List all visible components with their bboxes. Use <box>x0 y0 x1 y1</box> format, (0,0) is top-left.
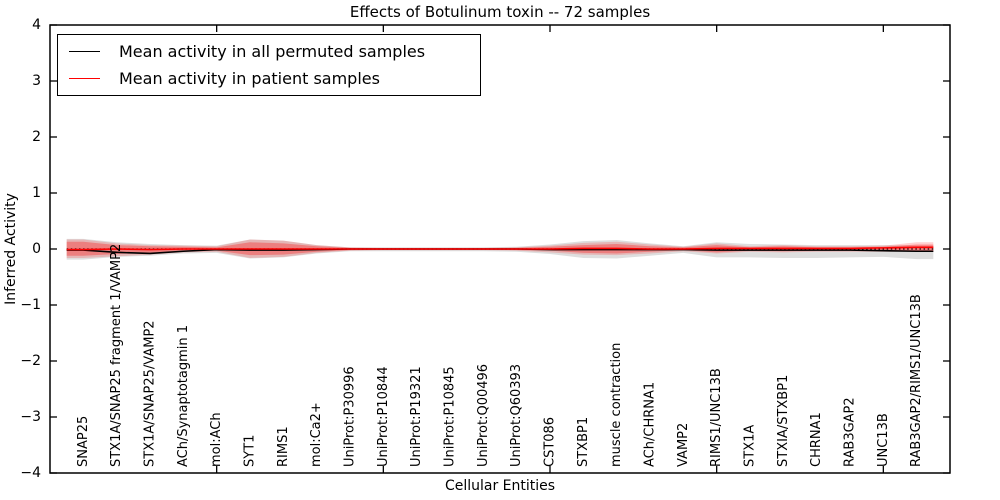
x-tick-label: SYT1 <box>243 435 258 467</box>
x-tick-label: mol:ACh <box>209 412 224 467</box>
legend-line-sample-black <box>69 51 100 52</box>
x-tick-label: UniProt:P19321 <box>409 366 424 467</box>
x-tick-label: UniProt:P10845 <box>443 366 458 467</box>
y-tick-label: 4 <box>32 17 41 33</box>
legend-item-permuted: Mean activity in all permuted samples <box>58 39 480 65</box>
x-tick-label: SNAP25 <box>76 416 91 467</box>
legend-item-patient: Mean activity in patient samples <box>58 66 480 92</box>
x-tick-label: UniProt:P10844 <box>376 366 391 467</box>
x-axis-label: Cellular Entities <box>444 478 556 494</box>
chart-title: Effects of Botulinum toxin -- 72 samples <box>349 3 651 21</box>
legend-line-sample-red <box>69 78 100 79</box>
legend-label-patient: Mean activity in patient samples <box>119 69 380 88</box>
y-axis-label: Inferred Activity <box>3 193 19 305</box>
x-tick-label: STXBP1 <box>576 417 591 467</box>
x-tick-label: UNC13B <box>876 413 891 467</box>
series-line-1 <box>66 246 934 251</box>
y-tick-label: −4 <box>20 465 41 481</box>
x-tick-label: RAB3GAP2 <box>843 397 858 467</box>
x-tick-label: ACh/Synaptotagmin 1 <box>176 325 191 467</box>
x-tick-label: STX1A/SNAP25/VAMP2 <box>143 320 158 467</box>
x-tick-label: CHRNA1 <box>809 412 824 467</box>
x-tick-label: VAMP2 <box>676 423 691 467</box>
x-tick-label: ACh/CHRNA1 <box>643 382 658 467</box>
y-tick-label: 1 <box>32 185 41 201</box>
y-tick-label: 2 <box>32 129 41 145</box>
legend: Mean activity in all permuted samples Me… <box>57 34 481 96</box>
x-tick-label: UniProt:P30996 <box>343 366 358 467</box>
x-tick-label: UniProt:Q00496 <box>476 364 491 467</box>
x-tick-label: UniProt:Q60393 <box>509 364 524 467</box>
y-tick-label: −2 <box>20 353 41 369</box>
x-tick-label: CST086 <box>543 417 558 467</box>
legend-label-permuted: Mean activity in all permuted samples <box>119 42 426 61</box>
x-tick-label: STX1A <box>743 425 758 467</box>
y-tick-label: −1 <box>20 297 41 313</box>
x-tick-label: muscle contraction <box>609 343 624 467</box>
x-tick-label: STXIA/STXBP1 <box>776 375 791 467</box>
y-tick-label: −3 <box>20 409 41 425</box>
x-tick-label: mol:Ca2+ <box>309 402 324 467</box>
x-tick-label: RAB3GAP2/RIMS1/UNC13B <box>909 294 924 467</box>
x-tick-label: RIMS1/UNC13B <box>709 368 724 467</box>
x-tick-label: RIMS1 <box>276 426 291 467</box>
y-tick-label: 0 <box>32 241 41 257</box>
y-tick-label: 3 <box>32 73 41 89</box>
x-tick-label: STX1A/SNAP25 fragment 1/VAMP2 <box>109 244 124 467</box>
